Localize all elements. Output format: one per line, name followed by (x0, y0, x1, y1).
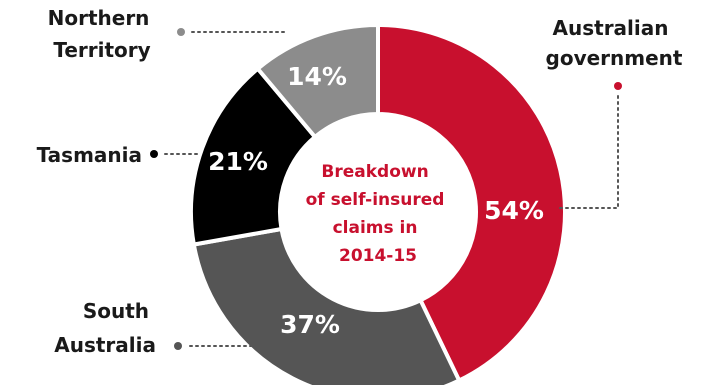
value-label-australian-government: 54% (484, 196, 544, 225)
legend-label-tasmania: Tasmania (37, 143, 142, 167)
center-title: Breakdown of self-insured claims in 2014… (306, 162, 451, 266)
center-line-2: of self-insured (306, 190, 445, 210)
donut-hole (280, 114, 476, 310)
center-line-1: Breakdown (321, 162, 428, 182)
legend-dot-australian-government (614, 82, 622, 90)
value-label-tasmania: 21% (208, 147, 268, 176)
center-line-4: 2014-15 (339, 246, 417, 266)
legend-label-south-australia: South Australia (54, 299, 156, 357)
legend-label-northern-territory: Northern Territory (48, 6, 157, 62)
legend-dot-northern-territory (177, 28, 185, 36)
value-label-northern-territory: 14% (287, 62, 347, 91)
legend-dot-tasmania (150, 150, 158, 158)
legend-label-australian-government: Australian government (546, 16, 683, 70)
center-line-3: claims in (333, 218, 418, 238)
leader-line-australian-government (559, 95, 619, 209)
value-label-south-australia: 37% (280, 310, 340, 339)
legend-dot-south-australia (174, 342, 182, 350)
donut-slices (189, 23, 567, 385)
